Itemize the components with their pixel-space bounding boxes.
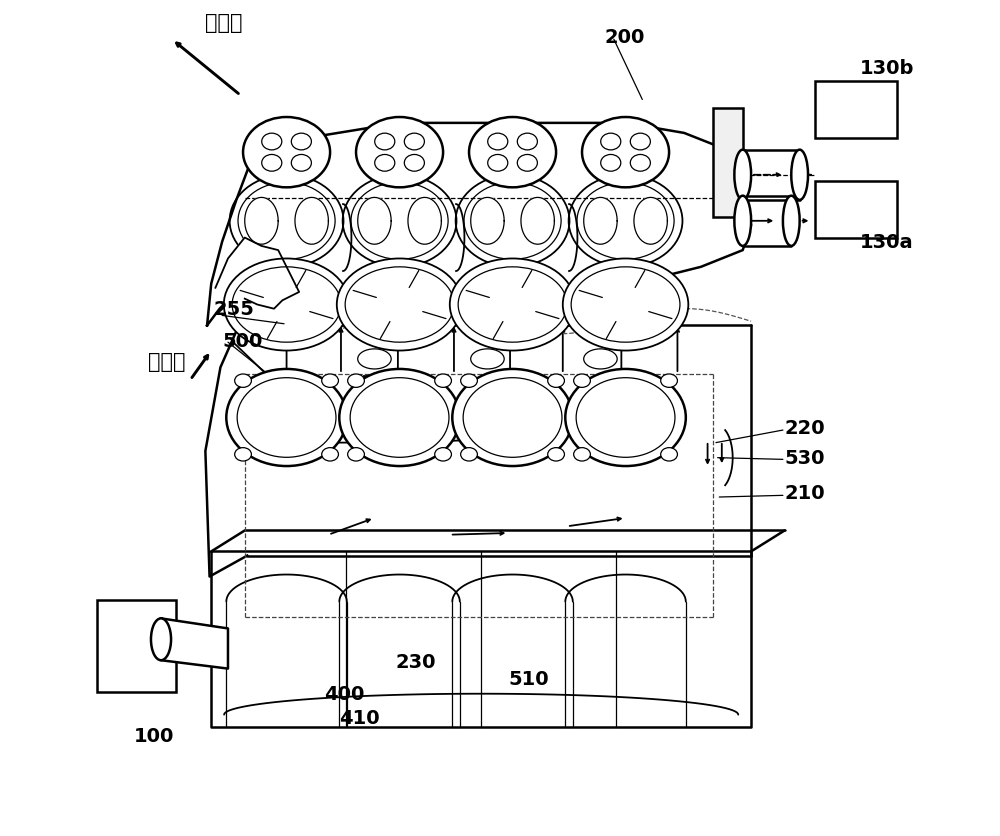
Ellipse shape bbox=[404, 134, 424, 150]
Ellipse shape bbox=[435, 375, 451, 388]
Bar bbox=[97, 600, 176, 692]
Ellipse shape bbox=[151, 619, 171, 660]
Ellipse shape bbox=[235, 375, 251, 388]
Ellipse shape bbox=[461, 448, 477, 461]
Polygon shape bbox=[358, 198, 391, 245]
Text: 排出側: 排出側 bbox=[205, 13, 243, 33]
Ellipse shape bbox=[517, 134, 537, 150]
Ellipse shape bbox=[358, 349, 391, 370]
Ellipse shape bbox=[461, 375, 477, 388]
Polygon shape bbox=[408, 198, 441, 245]
Ellipse shape bbox=[226, 370, 347, 466]
Text: 530: 530 bbox=[785, 449, 825, 467]
Ellipse shape bbox=[435, 448, 451, 461]
Ellipse shape bbox=[450, 259, 575, 351]
Ellipse shape bbox=[488, 155, 508, 172]
Ellipse shape bbox=[574, 448, 590, 461]
Ellipse shape bbox=[601, 134, 621, 150]
Ellipse shape bbox=[348, 375, 364, 388]
Ellipse shape bbox=[404, 155, 424, 172]
Ellipse shape bbox=[348, 448, 364, 461]
Ellipse shape bbox=[337, 259, 462, 351]
Polygon shape bbox=[161, 619, 228, 669]
Ellipse shape bbox=[322, 448, 338, 461]
Polygon shape bbox=[215, 238, 299, 309]
Ellipse shape bbox=[375, 155, 395, 172]
Ellipse shape bbox=[375, 134, 395, 150]
Text: 230: 230 bbox=[395, 653, 436, 671]
Ellipse shape bbox=[224, 259, 349, 351]
Text: 220: 220 bbox=[785, 419, 825, 437]
Text: 100: 100 bbox=[133, 726, 174, 745]
Bar bbox=[815, 82, 897, 139]
Text: 500: 500 bbox=[222, 332, 262, 350]
Text: 210: 210 bbox=[785, 484, 825, 502]
Ellipse shape bbox=[471, 349, 504, 370]
Ellipse shape bbox=[548, 375, 564, 388]
Ellipse shape bbox=[463, 378, 562, 458]
Text: 130b: 130b bbox=[860, 59, 914, 78]
Ellipse shape bbox=[322, 375, 338, 388]
Polygon shape bbox=[295, 198, 328, 245]
Ellipse shape bbox=[262, 155, 282, 172]
Ellipse shape bbox=[582, 118, 669, 188]
Ellipse shape bbox=[630, 155, 650, 172]
Bar bbox=[482, 376, 502, 410]
Text: 130a: 130a bbox=[860, 233, 914, 252]
Ellipse shape bbox=[243, 118, 330, 188]
Text: 510: 510 bbox=[508, 670, 549, 688]
Ellipse shape bbox=[452, 370, 573, 466]
Ellipse shape bbox=[548, 448, 564, 461]
Text: 200: 200 bbox=[605, 28, 645, 47]
Ellipse shape bbox=[350, 378, 449, 458]
Ellipse shape bbox=[469, 118, 556, 188]
Text: 410: 410 bbox=[339, 708, 380, 726]
Ellipse shape bbox=[661, 375, 677, 388]
Ellipse shape bbox=[576, 378, 675, 458]
Ellipse shape bbox=[356, 118, 443, 188]
Polygon shape bbox=[207, 124, 751, 326]
Ellipse shape bbox=[574, 375, 590, 388]
Polygon shape bbox=[471, 198, 504, 245]
Bar bbox=[815, 182, 897, 239]
Ellipse shape bbox=[601, 155, 621, 172]
Ellipse shape bbox=[291, 134, 311, 150]
Ellipse shape bbox=[734, 196, 751, 247]
Ellipse shape bbox=[339, 370, 460, 466]
Polygon shape bbox=[634, 198, 667, 245]
Ellipse shape bbox=[262, 134, 282, 150]
Text: 255: 255 bbox=[214, 300, 255, 319]
Ellipse shape bbox=[291, 155, 311, 172]
Bar bbox=[364, 376, 384, 410]
Ellipse shape bbox=[565, 370, 686, 466]
Ellipse shape bbox=[783, 196, 800, 247]
Ellipse shape bbox=[237, 378, 336, 458]
Bar bbox=[713, 109, 743, 217]
Ellipse shape bbox=[661, 448, 677, 461]
Ellipse shape bbox=[584, 349, 617, 370]
Ellipse shape bbox=[563, 259, 688, 351]
Polygon shape bbox=[521, 198, 554, 245]
Polygon shape bbox=[584, 198, 617, 245]
Ellipse shape bbox=[488, 134, 508, 150]
Text: 入口側: 入口側 bbox=[148, 351, 186, 371]
Ellipse shape bbox=[734, 150, 751, 201]
Ellipse shape bbox=[630, 134, 650, 150]
Ellipse shape bbox=[235, 448, 251, 461]
Ellipse shape bbox=[791, 150, 808, 201]
Ellipse shape bbox=[517, 155, 537, 172]
Polygon shape bbox=[245, 198, 278, 245]
Text: 400: 400 bbox=[324, 685, 365, 703]
